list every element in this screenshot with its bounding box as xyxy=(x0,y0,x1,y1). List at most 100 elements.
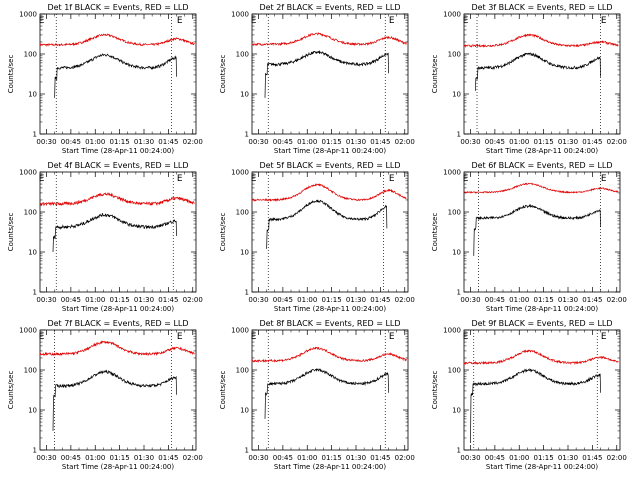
x-tick-label: 01:30 xyxy=(134,296,154,304)
y-axis-label: Counts/sec xyxy=(7,55,15,94)
x-axis-label: Start Time (28-Apr-11 00:24:00) xyxy=(486,463,598,471)
lld-series-line xyxy=(39,340,195,357)
y-tick-label: 1000 xyxy=(443,169,461,177)
flag-marker: E xyxy=(251,174,257,184)
x-tick-label: 01:15 xyxy=(110,454,130,462)
x-tick-label: 01:00 xyxy=(85,296,105,304)
events-series-line xyxy=(266,199,388,249)
lld-series-line xyxy=(463,33,619,49)
x-tick-label: 01:15 xyxy=(534,138,554,146)
x-tick-label: 01:00 xyxy=(509,296,529,304)
y-tick-label: 1 xyxy=(245,447,249,455)
y-tick-label: 10 xyxy=(452,249,461,257)
events-series-line xyxy=(52,212,177,253)
panel-title: Det 8f BLACK = Events, RED = LLD xyxy=(259,319,400,328)
y-tick-label: 1 xyxy=(457,131,461,139)
x-tick-label: 01:15 xyxy=(110,138,130,146)
x-tick-label: 00:45 xyxy=(61,454,81,462)
x-axis-label: Start Time (28-Apr-11 00:24:00) xyxy=(486,147,598,155)
flag-marker: E xyxy=(463,174,469,184)
flag-marker: E xyxy=(177,16,183,26)
x-tick-label: 00:45 xyxy=(61,296,81,304)
x-tick-label: 01:30 xyxy=(558,138,578,146)
flag-marker: E xyxy=(389,332,395,342)
x-tick-label: 02:00 xyxy=(183,454,203,462)
x-tick-label: 01:30 xyxy=(558,296,578,304)
chart-panel-3: Det 3f BLACK = Events, RED = LLD 1 10 100 10… xyxy=(431,3,627,155)
x-tick-label: 01:45 xyxy=(158,138,178,146)
lld-series-line xyxy=(39,33,195,47)
y-axis-label: Counts/sec xyxy=(219,213,227,252)
x-tick-label: 00:45 xyxy=(485,296,505,304)
x-tick-label: 00:45 xyxy=(61,138,81,146)
x-tick-label: 01:15 xyxy=(534,296,554,304)
flag-marker: E xyxy=(177,332,183,342)
events-series-line xyxy=(473,203,601,256)
events-series-line xyxy=(264,49,389,98)
y-tick-label: 1 xyxy=(33,447,37,455)
y-tick-label: 10 xyxy=(452,407,461,415)
y-tick-label: 1000 xyxy=(231,11,249,19)
plot-frame xyxy=(463,329,621,451)
x-tick-label: 00:30 xyxy=(36,138,56,146)
y-tick-label: 10 xyxy=(28,407,37,415)
y-tick-label: 1000 xyxy=(19,169,37,177)
events-series-line xyxy=(54,52,177,98)
x-tick-label: 00:45 xyxy=(273,296,293,304)
x-axis-label: Start Time (28-Apr-11 00:24:00) xyxy=(274,463,386,471)
y-tick-label: 1 xyxy=(33,131,37,139)
y-tick-label: 100 xyxy=(24,51,37,59)
x-tick-label: 01:15 xyxy=(534,454,554,462)
x-tick-label: 02:00 xyxy=(607,296,627,304)
lld-series-line xyxy=(251,346,407,364)
x-axis-label: Start Time (28-Apr-11 00:24:00) xyxy=(274,305,386,313)
y-tick-label: 1000 xyxy=(19,327,37,335)
y-tick-label: 100 xyxy=(448,209,461,217)
panel-title: Det 3f BLACK = Events, RED = LLD xyxy=(471,3,612,12)
x-tick-label: 01:45 xyxy=(158,454,178,462)
chart-panel-6: Det 6f BLACK = Events, RED = LLD 1 10 100 10… xyxy=(431,161,627,313)
y-axis-label: Counts/sec xyxy=(219,371,227,410)
panel-title: Det 9f BLACK = Events, RED = LLD xyxy=(471,319,612,328)
x-tick-label: 02:00 xyxy=(183,138,203,146)
lld-series-line xyxy=(39,192,195,207)
y-tick-label: 1000 xyxy=(443,11,461,19)
y-tick-label: 1000 xyxy=(19,11,37,19)
flag-marker: E xyxy=(177,174,183,184)
y-tick-label: 1 xyxy=(245,131,249,139)
x-tick-label: 01:15 xyxy=(322,454,342,462)
flag-marker: E xyxy=(389,16,395,26)
x-tick-label: 01:30 xyxy=(346,138,366,146)
x-tick-label: 00:30 xyxy=(36,454,56,462)
y-tick-label: 100 xyxy=(236,51,249,59)
x-tick-label: 01:45 xyxy=(370,296,390,304)
flag-marker: E xyxy=(39,174,45,184)
flag-marker: E xyxy=(251,16,257,26)
y-axis-label: Counts/sec xyxy=(431,371,439,410)
plot-frame xyxy=(251,171,409,293)
chart-panel-9: Det 9f BLACK = Events, RED = LLD 1 10 100 10… xyxy=(431,319,627,471)
flag-marker: E xyxy=(39,16,45,26)
flag-marker: E xyxy=(601,332,607,342)
y-tick-label: 100 xyxy=(448,367,461,375)
x-tick-label: 00:30 xyxy=(460,138,480,146)
y-axis-label: Counts/sec xyxy=(7,213,15,252)
chart-panel-7: Det 7f BLACK = Events, RED = LLD 1 10 100 10… xyxy=(7,319,203,471)
x-tick-label: 02:00 xyxy=(607,454,627,462)
x-tick-label: 02:00 xyxy=(395,296,415,304)
y-tick-label: 10 xyxy=(240,91,249,99)
flag-marker: E xyxy=(463,332,469,342)
y-tick-label: 100 xyxy=(24,209,37,217)
x-tick-label: 00:30 xyxy=(248,138,268,146)
flag-marker: E xyxy=(251,332,257,342)
lld-series-line xyxy=(251,32,407,47)
y-axis-label: Counts/sec xyxy=(219,55,227,94)
x-tick-label: 01:45 xyxy=(582,454,602,462)
x-tick-label: 00:30 xyxy=(36,296,56,304)
y-tick-label: 1 xyxy=(33,289,37,297)
y-tick-label: 10 xyxy=(240,249,249,257)
x-tick-label: 01:45 xyxy=(370,454,390,462)
x-tick-label: 01:45 xyxy=(582,138,602,146)
plot-frame xyxy=(251,13,409,135)
